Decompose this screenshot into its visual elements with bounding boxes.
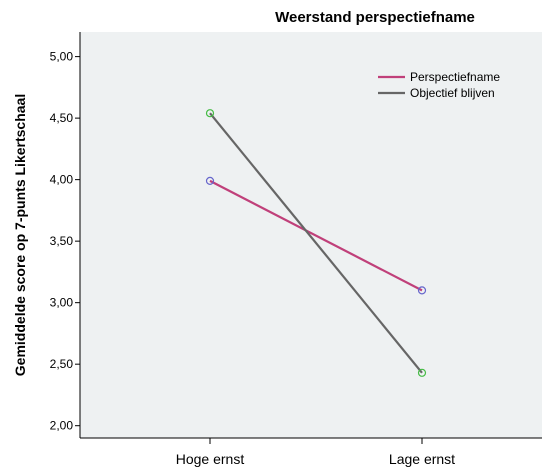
data-point xyxy=(205,109,215,118)
data-point xyxy=(417,368,427,377)
data-point xyxy=(205,176,215,185)
y-tick-label: 5,00 xyxy=(50,50,74,64)
legend: Perspectiefname Objectief blijven xyxy=(378,70,500,100)
series-line xyxy=(209,179,423,292)
y-tick-label: 4,50 xyxy=(50,111,74,125)
series-layer xyxy=(205,109,427,377)
y-tick-label: 3,50 xyxy=(50,234,74,248)
y-tick-label: 3,00 xyxy=(50,296,74,310)
plot-area xyxy=(80,32,542,438)
x-ticks: Hoge ernst Lage ernst xyxy=(176,438,455,467)
y-axis-label: Gemiddelde score op 7-punts Likertschaal xyxy=(12,94,28,376)
legend-label: Perspectiefname xyxy=(410,70,500,84)
data-point xyxy=(417,286,427,295)
y-ticks: 2,00 2,50 3,00 3,50 4,00 4,50 5,00 xyxy=(50,50,80,433)
y-tick-label: 2,00 xyxy=(50,419,74,433)
x-tick-label: Hoge ernst xyxy=(176,451,245,467)
legend-label: Objectief blijven xyxy=(410,86,495,100)
y-tick-label: 2,50 xyxy=(50,357,74,371)
y-tick-label: 4,00 xyxy=(50,173,74,187)
series-line xyxy=(209,112,423,374)
x-tick-label: Lage ernst xyxy=(389,451,455,467)
chart-title: Weerstand perspectiefname xyxy=(275,9,475,26)
